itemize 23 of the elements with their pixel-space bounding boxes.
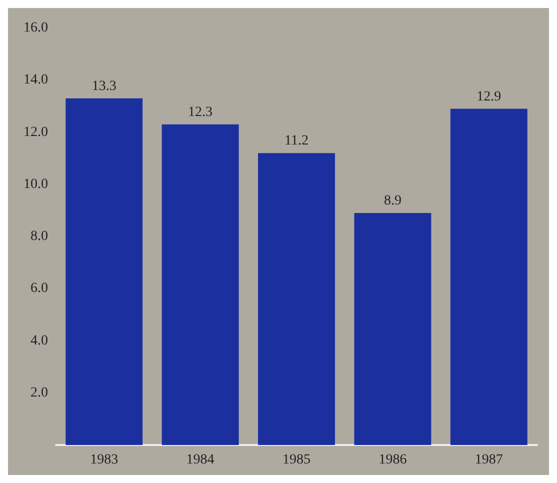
bar bbox=[162, 124, 239, 445]
y-tick-label: 6.0 bbox=[30, 281, 48, 296]
x-tick-label: 1987 bbox=[474, 452, 503, 468]
x-tick-label: 1985 bbox=[282, 452, 310, 468]
data-label: 8.9 bbox=[384, 194, 402, 209]
data-label: 12.9 bbox=[476, 89, 502, 104]
y-tick-label: 4.0 bbox=[30, 333, 48, 348]
x-tick-label: 1984 bbox=[186, 452, 214, 468]
bar bbox=[354, 213, 432, 445]
y-tick-label: 10.0 bbox=[24, 176, 48, 192]
data-label: 13.3 bbox=[92, 78, 116, 94]
data-label: 12.3 bbox=[188, 104, 213, 120]
y-tick-label: 12.0 bbox=[24, 124, 48, 140]
y-tick-label: 2.0 bbox=[30, 385, 48, 400]
y-tick-label: 8.0 bbox=[30, 229, 48, 244]
y-tick-label: 16.0 bbox=[24, 20, 48, 36]
x-tick-label: 1986 bbox=[378, 452, 407, 468]
x-tick-label: 1983 bbox=[90, 452, 118, 468]
bar bbox=[258, 153, 335, 445]
y-tick-label: 14.0 bbox=[24, 72, 48, 88]
bar bbox=[66, 98, 143, 445]
bar bbox=[450, 108, 528, 445]
data-label: 11.2 bbox=[284, 134, 308, 149]
